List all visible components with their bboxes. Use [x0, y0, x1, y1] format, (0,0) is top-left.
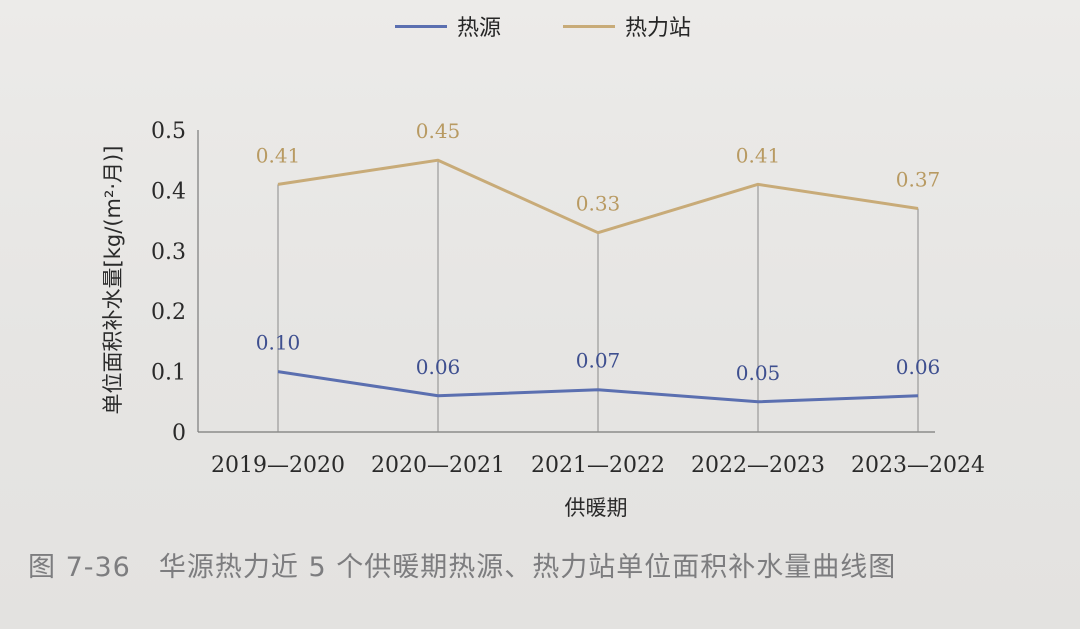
data-label-series-1: 0.07: [576, 349, 621, 373]
y-axis-label: 单位面积补水量[kg/(m²·月)]: [101, 145, 125, 415]
y-tick-label: 0.3: [151, 240, 186, 265]
y-tick-label: 0.1: [151, 361, 186, 386]
x-tick-label: 2022—2023: [691, 453, 825, 478]
legend-swatch-series-2: [563, 24, 616, 28]
legend-label-series-1: 热源: [457, 16, 502, 41]
y-tick-label: 0.5: [151, 119, 186, 144]
data-label-series-1: 0.05: [736, 361, 781, 385]
x-tick-label: 2021—2022: [531, 453, 665, 478]
x-axis-label: 供暖期: [564, 496, 628, 520]
x-tick-label: 2023—2024: [851, 453, 985, 478]
legend-label-series-2: 热力站: [625, 16, 692, 41]
y-tick-label: 0.2: [151, 300, 186, 325]
x-tick-label: 2020—2021: [371, 453, 505, 478]
y-tick-label: 0: [172, 421, 186, 446]
data-label-series-1: 0.06: [416, 355, 461, 379]
series-line-2: [277, 158, 919, 235]
y-tick-label: 0.4: [151, 179, 186, 204]
data-label-series-2: 0.45: [416, 119, 461, 143]
data-label-series-2: 0.41: [736, 143, 781, 167]
legend-swatch-series-1: [395, 24, 447, 28]
data-label-series-1: 0.10: [256, 331, 301, 355]
legend-item-series-1: 热源: [395, 10, 501, 42]
figure-caption: 图 7-36 华源热力近 5 个供暖期热源、热力站单位面积补水量曲线图: [28, 552, 897, 583]
series-line-1: [277, 370, 919, 404]
data-label-series-1: 0.06: [896, 355, 941, 379]
data-label-series-2: 0.33: [576, 192, 621, 216]
chart-legend: 热源 热力站: [395, 10, 753, 42]
x-tick-label: 2019—2020: [211, 453, 345, 478]
data-label-series-2: 0.41: [256, 143, 301, 167]
data-label-series-2: 0.37: [896, 168, 941, 192]
legend-item-series-2: 热力站: [563, 10, 691, 42]
